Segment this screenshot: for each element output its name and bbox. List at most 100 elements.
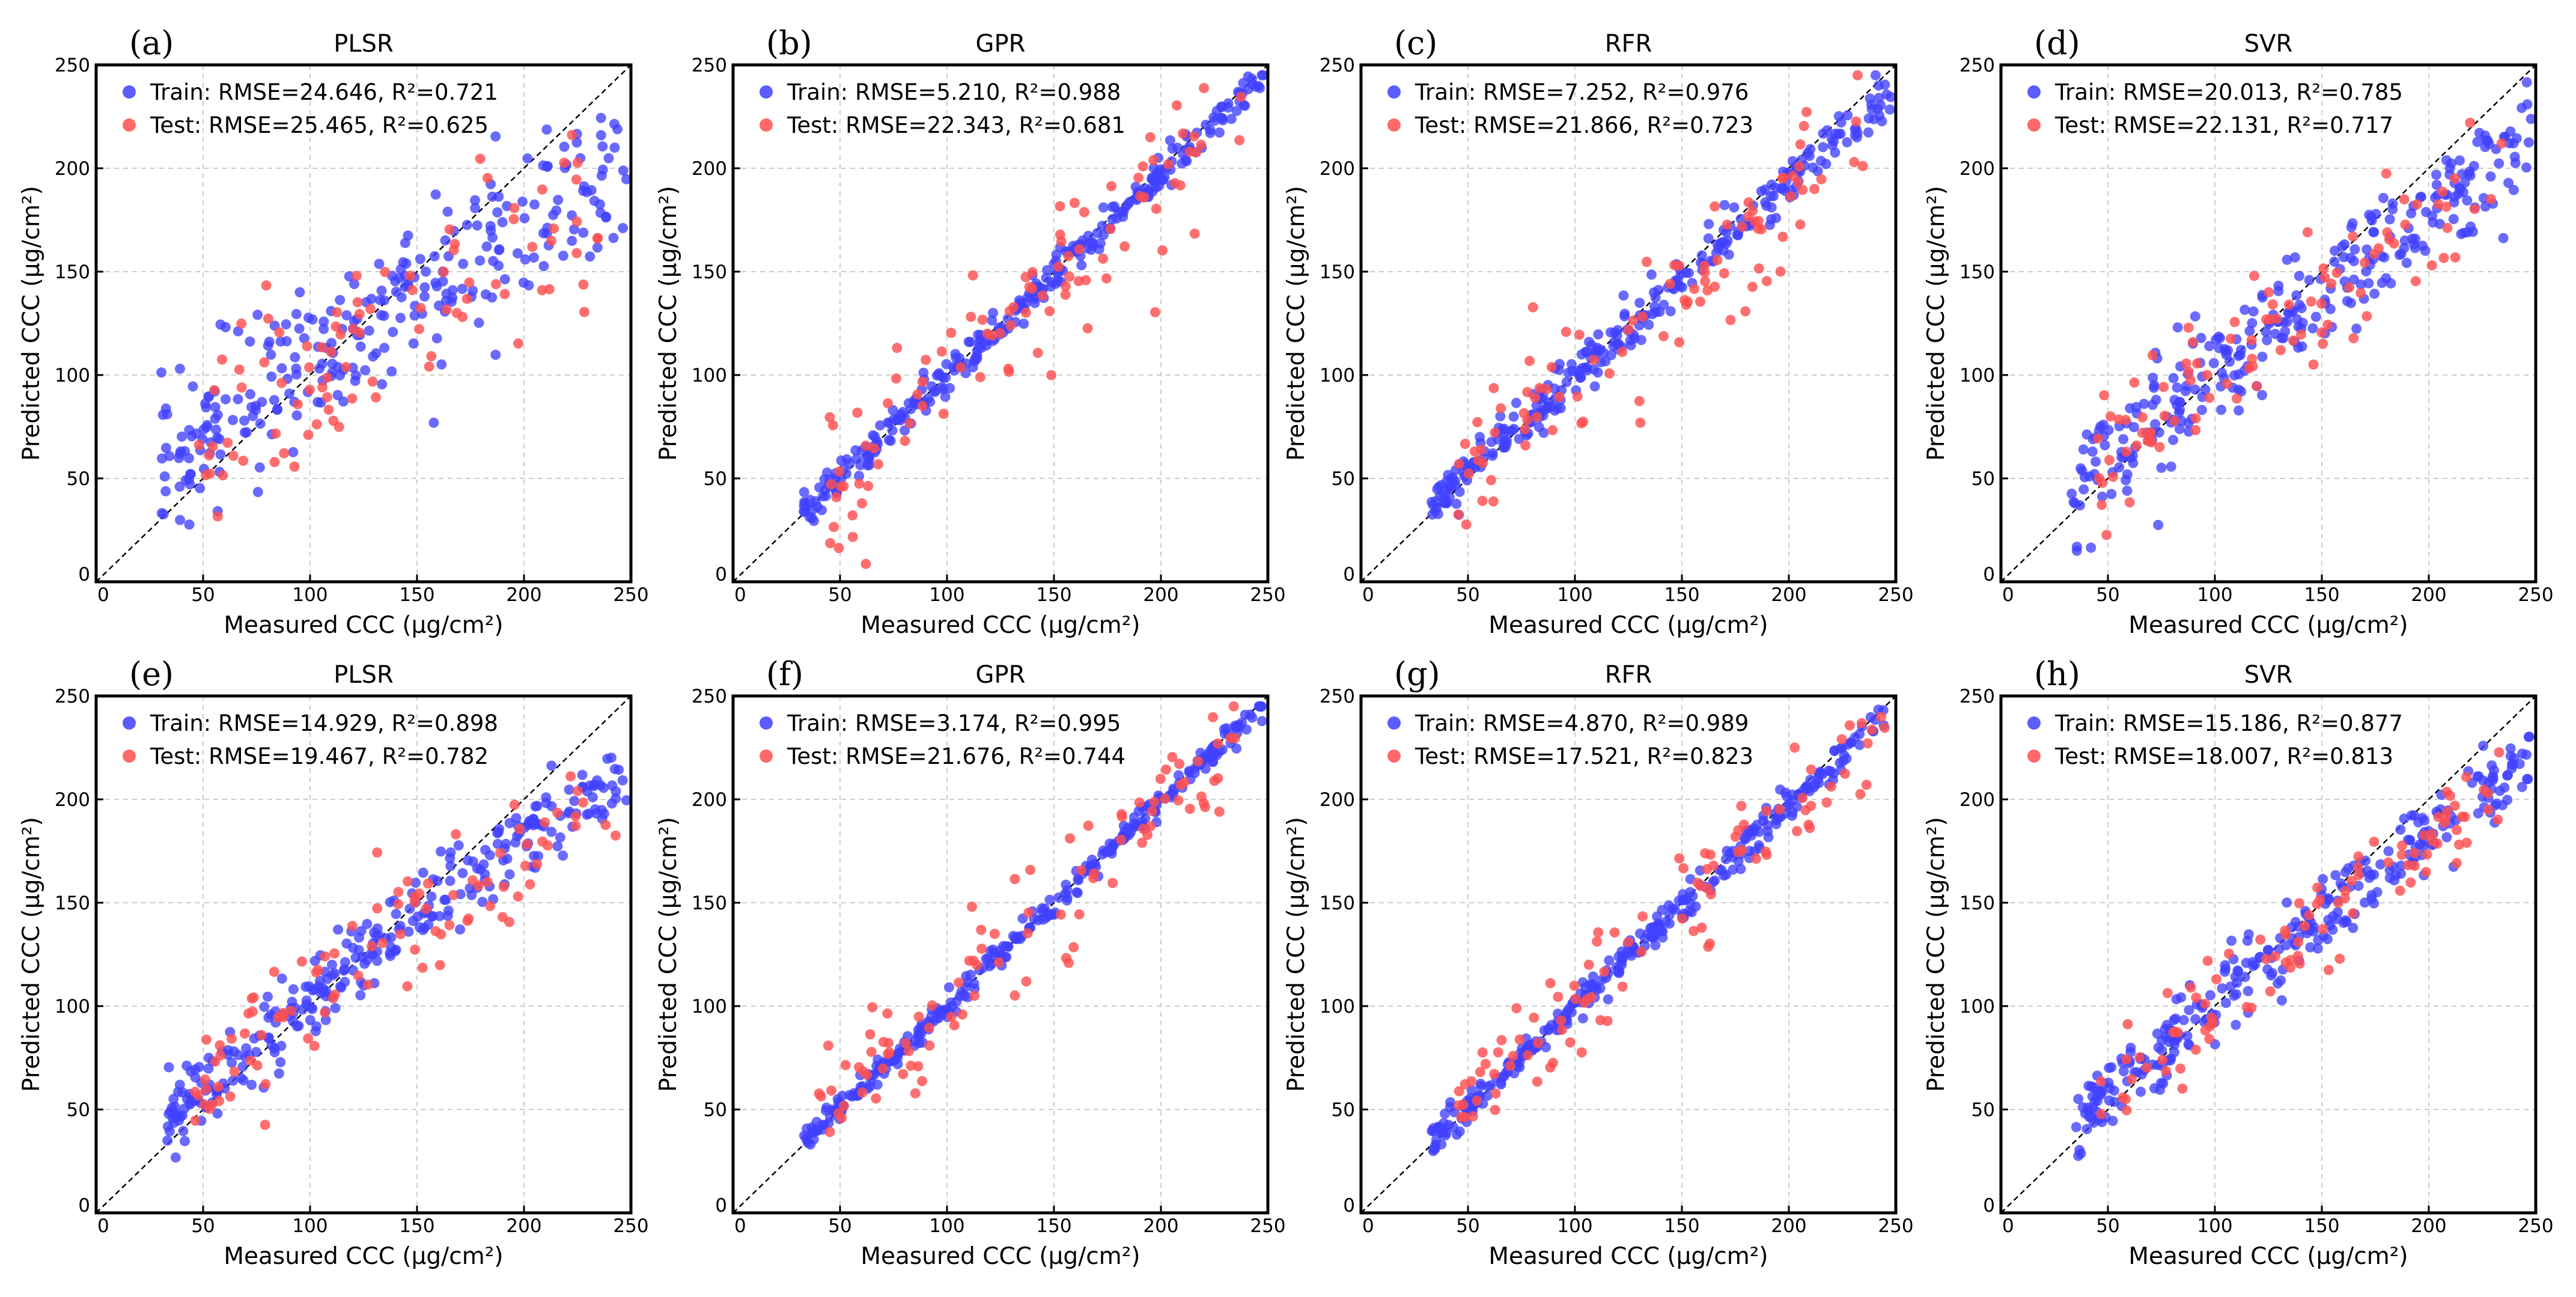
test-point	[218, 470, 228, 481]
test-point	[1733, 847, 1744, 858]
train-point	[2149, 382, 2159, 393]
train-point	[569, 224, 579, 235]
test-point	[289, 461, 300, 472]
test-point	[2441, 201, 2452, 212]
train-point	[598, 808, 609, 819]
test-point	[2483, 804, 2494, 815]
train-point	[2226, 935, 2237, 946]
test-point	[1617, 347, 1628, 357]
train-point	[1487, 450, 1498, 461]
train-point	[335, 370, 346, 381]
train-point	[317, 358, 327, 369]
train-point	[2389, 875, 2400, 886]
x-tick-label: 0	[2002, 584, 2014, 606]
train-point	[157, 453, 168, 464]
train-point	[517, 197, 528, 207]
train-point	[2509, 753, 2520, 763]
legend-train-label: Train: RMSE=15.186, R²=0.877	[2054, 710, 2403, 736]
train-point	[2289, 252, 2300, 263]
test-point	[204, 468, 215, 479]
train-point	[585, 251, 595, 262]
train-point	[617, 775, 628, 786]
test-point	[213, 1081, 224, 1092]
train-point	[398, 257, 409, 267]
test-point	[1669, 260, 1679, 270]
train-point	[190, 1064, 201, 1075]
train-point	[2399, 813, 2410, 824]
x-axis-label: Measured CCC (μg/cm²)	[860, 612, 1140, 639]
y-tick-label: 100	[692, 996, 727, 1018]
test-point	[1855, 789, 1866, 799]
test-point	[1844, 720, 1855, 731]
train-point	[1231, 743, 1242, 754]
y-tick-label: 200	[692, 158, 727, 180]
train-point	[1676, 282, 1687, 293]
train-point	[1076, 260, 1087, 270]
train-point	[1152, 167, 1163, 178]
train-point	[1511, 397, 1521, 408]
train-point	[553, 195, 564, 206]
train-point	[592, 242, 603, 253]
train-point	[1238, 78, 1249, 88]
train-point	[487, 232, 498, 243]
train-point	[1618, 290, 1629, 301]
train-point	[2473, 808, 2483, 819]
train-point	[214, 434, 225, 445]
x-axis-label: Measured CCC (μg/cm²)	[224, 1243, 503, 1270]
y-tick-label: 200	[1959, 158, 1995, 180]
train-point	[2297, 341, 2307, 352]
train-point	[2075, 463, 2086, 474]
train-point	[2521, 162, 2532, 173]
train-point	[541, 798, 552, 808]
test-point	[2162, 987, 2173, 998]
train-point	[2247, 318, 2258, 329]
test-point	[1574, 329, 1585, 340]
test-point	[246, 993, 257, 1004]
train-point	[959, 990, 970, 1001]
test-point	[1486, 475, 1496, 486]
train-point	[470, 203, 481, 213]
train-point	[2089, 1082, 2099, 1093]
test-point	[2304, 910, 2315, 921]
train-point	[1652, 911, 1663, 922]
test-point	[269, 966, 279, 977]
train-point	[477, 897, 488, 908]
train-point	[1588, 971, 1598, 982]
test-point	[904, 1046, 914, 1057]
test-point	[2158, 382, 2169, 392]
train-point	[2118, 1066, 2129, 1076]
train-point	[490, 131, 501, 142]
test-point	[2181, 358, 2191, 369]
y-tick-label: 150	[1959, 893, 1995, 914]
test-point	[326, 346, 336, 357]
train-point	[2431, 180, 2442, 191]
test-point	[508, 214, 519, 225]
train-point	[335, 294, 346, 305]
test-point	[549, 223, 559, 234]
train-point	[2401, 257, 2412, 268]
test-point	[2461, 772, 2471, 783]
test-point	[2318, 263, 2329, 274]
test-point	[1151, 203, 1162, 214]
train-point	[195, 483, 206, 493]
test-point	[1076, 865, 1087, 876]
scatter-points	[1427, 704, 1890, 1156]
train-point	[836, 455, 847, 466]
test-point	[552, 807, 563, 818]
train-point	[242, 427, 252, 438]
test-point	[321, 392, 332, 403]
train-point	[564, 784, 574, 795]
y-tick-label: 100	[1959, 996, 1995, 1018]
train-point	[2261, 326, 2271, 337]
train-point	[356, 926, 367, 936]
train-point	[175, 1111, 186, 1122]
test-point	[898, 1069, 909, 1079]
test-point	[2192, 358, 2202, 369]
train-point	[2217, 983, 2227, 993]
test-point	[1469, 446, 1480, 457]
test-point	[367, 376, 378, 387]
train-point	[1158, 174, 1169, 185]
test-point	[263, 313, 273, 324]
test-point	[831, 492, 842, 502]
test-point	[1480, 1058, 1491, 1069]
